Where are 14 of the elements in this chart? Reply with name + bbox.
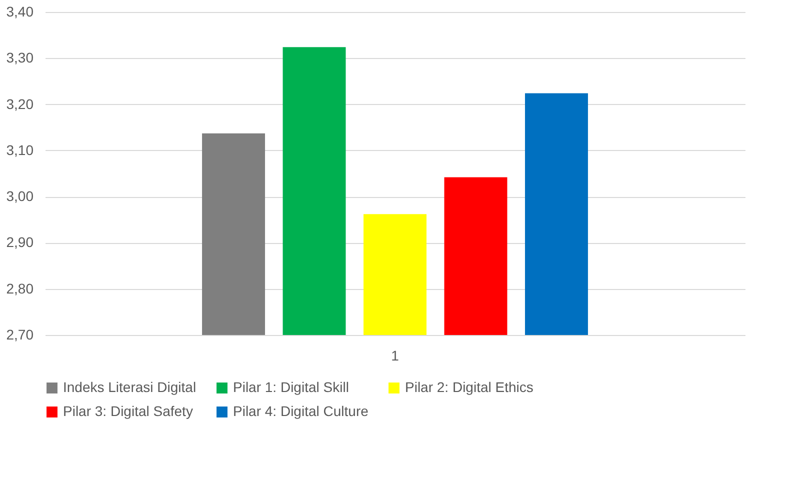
y-tick-label: 3,40 xyxy=(6,4,34,20)
x-tick-label: 1 xyxy=(391,348,400,364)
legend-label: Pilar 3: Digital Safety xyxy=(63,403,193,419)
y-tick-label: 3,10 xyxy=(6,142,34,158)
legend-label: Pilar 1: Digital Skill xyxy=(233,379,349,395)
y-tick-label: 2,70 xyxy=(6,326,34,342)
legend-label: Indeks Literasi Digital xyxy=(63,379,196,395)
y-tick-label: 2,90 xyxy=(6,234,34,250)
legend-label: Pilar 4: Digital Culture xyxy=(233,403,369,419)
y-tick-label: 3,30 xyxy=(6,50,34,66)
legend-label: Pilar 2: Digital Ethics xyxy=(405,379,534,395)
y-tick-label: 3,20 xyxy=(6,96,34,112)
y-tick-label: 3,00 xyxy=(6,188,34,204)
y-tick-label: 2,80 xyxy=(6,280,34,296)
